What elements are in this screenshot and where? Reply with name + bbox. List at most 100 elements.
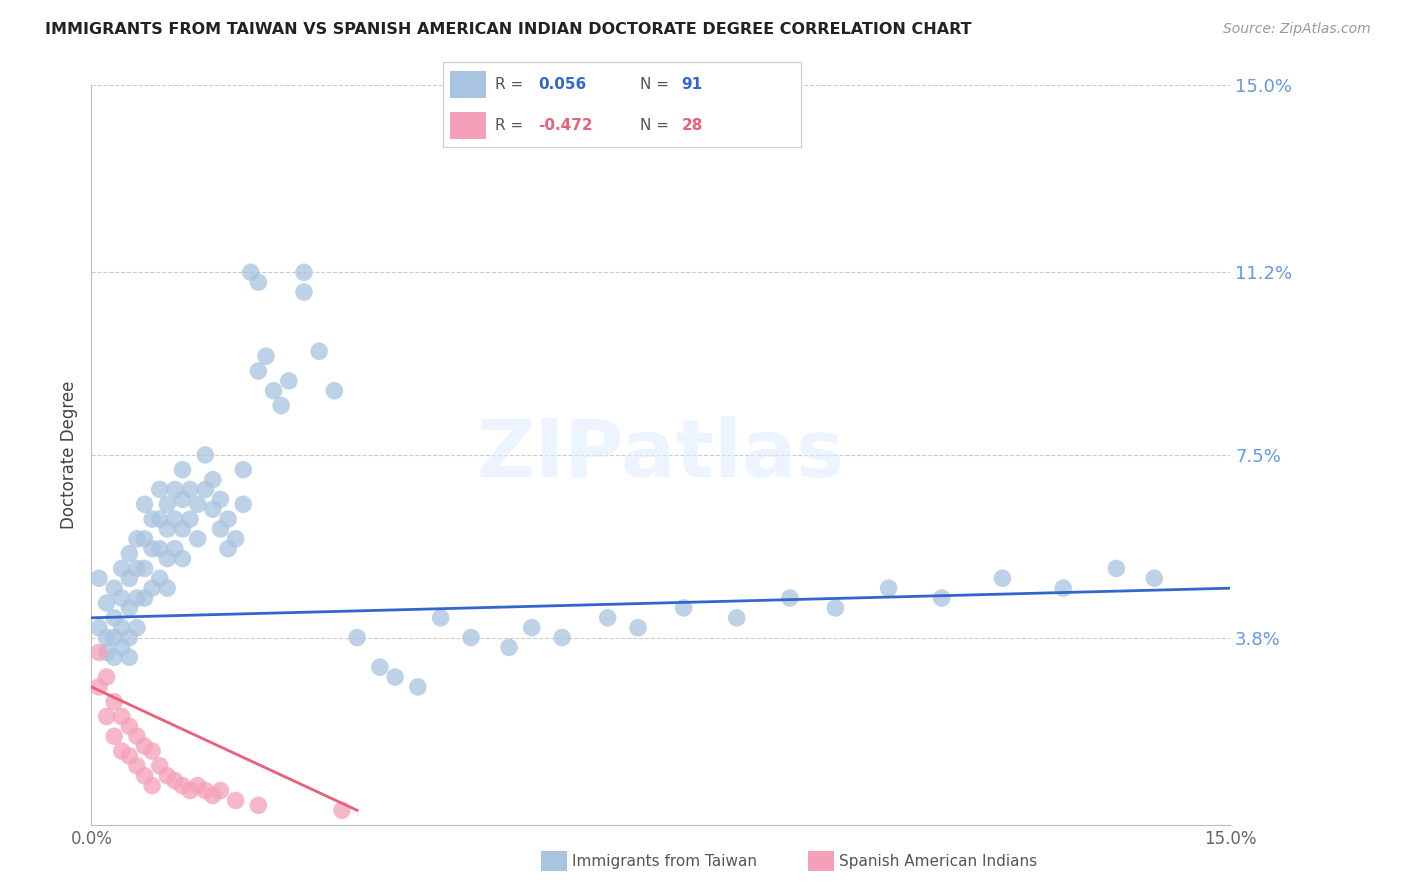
- Point: [460, 631, 482, 645]
- Point: [111, 744, 134, 758]
- Point: [103, 611, 125, 625]
- Point: [217, 541, 239, 556]
- Point: [134, 739, 156, 753]
- Point: [111, 591, 134, 605]
- Point: [156, 551, 179, 566]
- Point: [187, 497, 209, 511]
- Point: [125, 561, 148, 575]
- Point: [672, 601, 695, 615]
- Point: [163, 512, 186, 526]
- Point: [163, 773, 186, 788]
- Point: [498, 640, 520, 655]
- Point: [103, 631, 125, 645]
- Point: [87, 645, 110, 659]
- Point: [254, 349, 277, 363]
- Point: [103, 650, 125, 665]
- Point: [239, 265, 262, 279]
- Point: [247, 364, 270, 378]
- Point: [225, 532, 247, 546]
- Point: [277, 374, 299, 388]
- Point: [201, 473, 224, 487]
- Text: R =: R =: [495, 118, 523, 133]
- Point: [134, 561, 156, 575]
- Point: [87, 621, 110, 635]
- Point: [156, 522, 179, 536]
- Point: [156, 769, 179, 783]
- Point: [163, 541, 186, 556]
- Point: [156, 497, 179, 511]
- Point: [551, 631, 574, 645]
- Point: [125, 759, 148, 773]
- Point: [87, 680, 110, 694]
- Point: [118, 601, 141, 615]
- Point: [125, 532, 148, 546]
- Point: [779, 591, 801, 605]
- Text: 0.056: 0.056: [538, 77, 586, 92]
- Point: [141, 744, 163, 758]
- Point: [118, 547, 141, 561]
- Point: [308, 344, 330, 359]
- Point: [118, 650, 141, 665]
- Text: 28: 28: [682, 118, 703, 133]
- Point: [172, 492, 194, 507]
- Point: [247, 275, 270, 289]
- Point: [141, 541, 163, 556]
- Point: [96, 596, 118, 610]
- Text: Immigrants from Taiwan: Immigrants from Taiwan: [572, 855, 758, 869]
- Point: [134, 497, 156, 511]
- Point: [931, 591, 953, 605]
- Point: [232, 497, 254, 511]
- Point: [217, 512, 239, 526]
- Point: [96, 670, 118, 684]
- Point: [520, 621, 543, 635]
- Point: [991, 571, 1014, 585]
- Text: IMMIGRANTS FROM TAIWAN VS SPANISH AMERICAN INDIAN DOCTORATE DEGREE CORRELATION C: IMMIGRANTS FROM TAIWAN VS SPANISH AMERIC…: [45, 22, 972, 37]
- Point: [103, 729, 125, 743]
- Point: [96, 631, 118, 645]
- Point: [201, 789, 224, 803]
- Point: [209, 783, 232, 797]
- Point: [247, 798, 270, 813]
- Point: [111, 709, 134, 723]
- Text: N =: N =: [640, 77, 669, 92]
- Point: [141, 512, 163, 526]
- Point: [179, 483, 201, 497]
- Point: [384, 670, 406, 684]
- Point: [156, 581, 179, 595]
- Point: [149, 541, 172, 556]
- Point: [125, 729, 148, 743]
- Point: [429, 611, 451, 625]
- Point: [118, 571, 141, 585]
- Point: [225, 793, 247, 807]
- Point: [103, 695, 125, 709]
- Text: Spanish American Indians: Spanish American Indians: [839, 855, 1038, 869]
- Point: [201, 502, 224, 516]
- Point: [149, 512, 172, 526]
- Point: [1052, 581, 1074, 595]
- Text: 91: 91: [682, 77, 703, 92]
- Point: [149, 483, 172, 497]
- Point: [627, 621, 650, 635]
- Point: [406, 680, 429, 694]
- Point: [270, 399, 292, 413]
- Point: [596, 611, 619, 625]
- Point: [172, 779, 194, 793]
- Point: [179, 512, 201, 526]
- Point: [1105, 561, 1128, 575]
- Point: [118, 631, 141, 645]
- Point: [141, 779, 163, 793]
- Point: [194, 483, 217, 497]
- Point: [125, 591, 148, 605]
- Point: [209, 522, 232, 536]
- Point: [134, 769, 156, 783]
- Bar: [450, 112, 486, 139]
- Point: [163, 483, 186, 497]
- Point: [179, 783, 201, 797]
- Point: [134, 591, 156, 605]
- Point: [118, 719, 141, 733]
- Point: [96, 709, 118, 723]
- Text: Source: ZipAtlas.com: Source: ZipAtlas.com: [1223, 22, 1371, 37]
- Text: ZIPatlas: ZIPatlas: [477, 416, 845, 494]
- Point: [346, 631, 368, 645]
- Point: [187, 532, 209, 546]
